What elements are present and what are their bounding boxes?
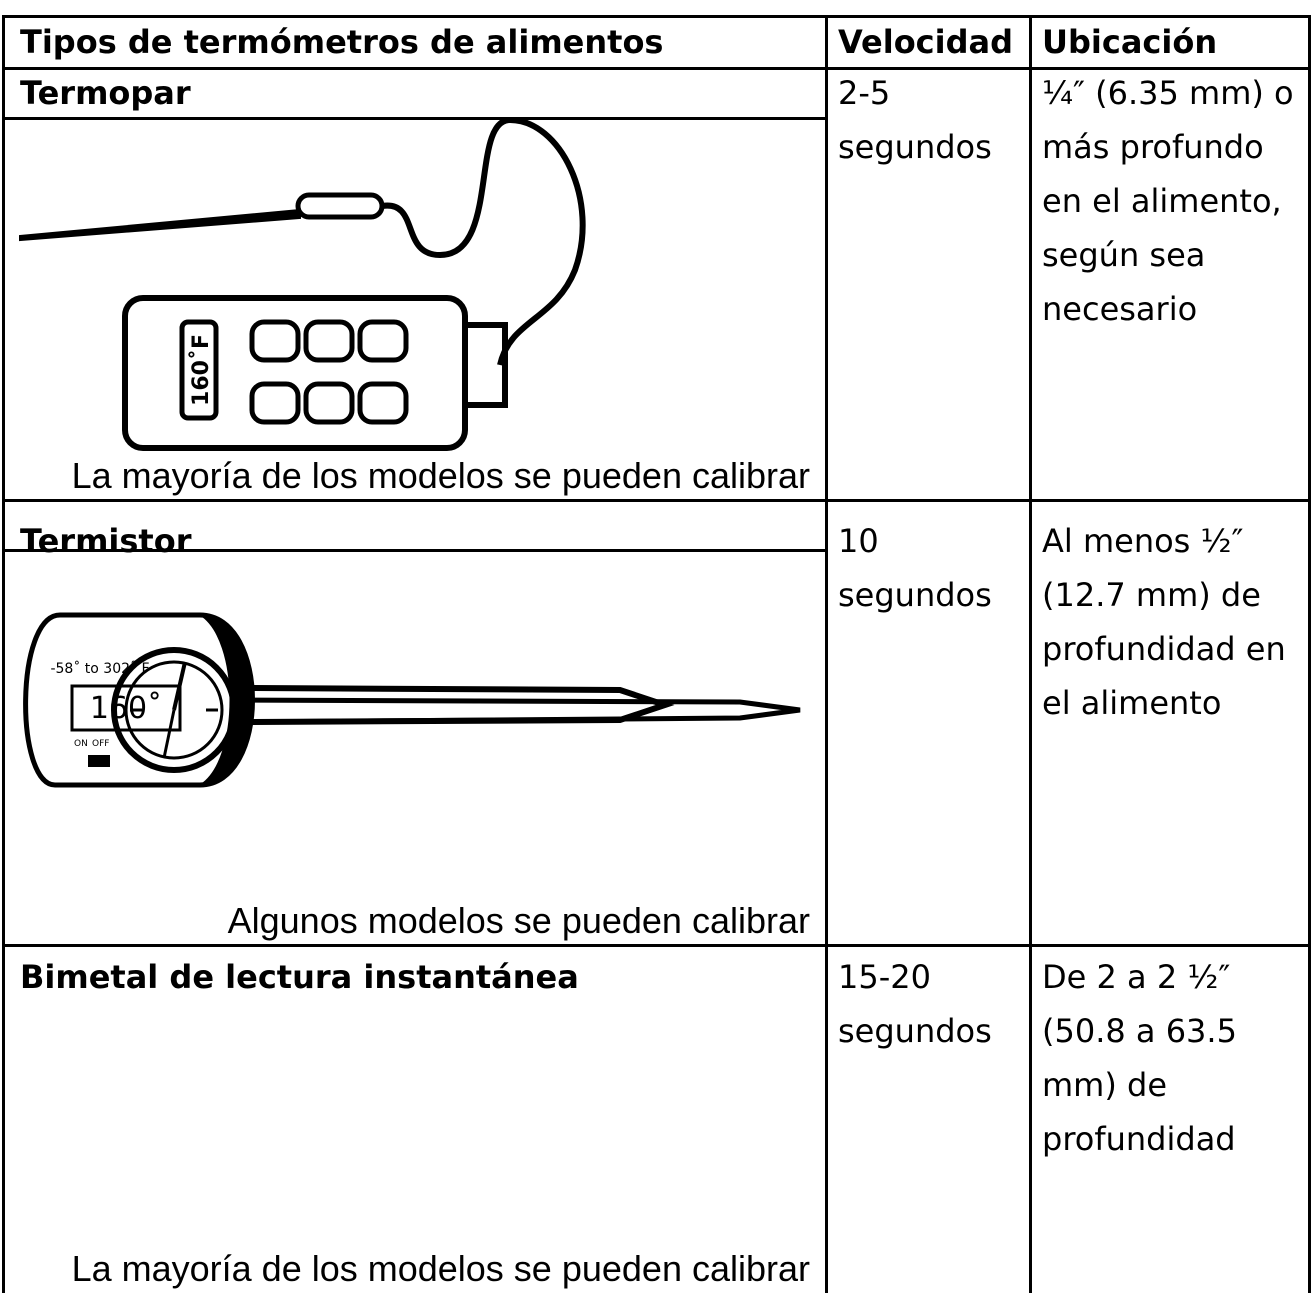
display-text: 160˚F <box>189 334 214 406</box>
on-label: ON <box>74 739 88 749</box>
header-cell: Velocidad <box>838 23 1014 61</box>
speed: 2-5 segundos <box>838 74 992 166</box>
border <box>2 15 5 1293</box>
header-cell: Ubicación <box>1042 23 1218 61</box>
location: ¼″ (6.35 mm) o más profundo en el alimen… <box>1042 74 1294 328</box>
border <box>2 117 828 120</box>
border <box>2 67 1311 70</box>
bimetal-drawing <box>111 647 801 773</box>
type-name: Termistor <box>20 522 192 560</box>
calibration-note: La mayoría de los modelos se pueden cali… <box>71 455 810 496</box>
border <box>2 15 1311 18</box>
header-cell: Tipos de termómetros de alimentos <box>20 23 664 61</box>
border <box>1308 15 1311 1293</box>
border <box>1029 15 1032 1293</box>
thermocouple-drawing: 160˚F <box>19 116 586 451</box>
off-label: OFF <box>92 739 109 749</box>
border <box>2 499 1311 502</box>
speed: 10 segundos <box>838 522 992 614</box>
border <box>2 944 1311 947</box>
location: De 2 a 2 ½″ (50.8 a 63.5 mm) de profundi… <box>1042 958 1237 1158</box>
calibration-note: La mayoría de los modelos se pueden cali… <box>71 1248 810 1289</box>
location: Al menos ½″ (12.7 mm) de profundidad en … <box>1042 522 1286 722</box>
calibration-note: Algunos modelos se pueden calibrar <box>227 900 810 941</box>
type-name: Bimetal de lectura instantánea <box>20 958 579 996</box>
border <box>825 15 828 1293</box>
type-name: Termopar <box>20 74 191 112</box>
border <box>2 549 828 552</box>
speed: 15-20 segundos <box>838 958 992 1050</box>
